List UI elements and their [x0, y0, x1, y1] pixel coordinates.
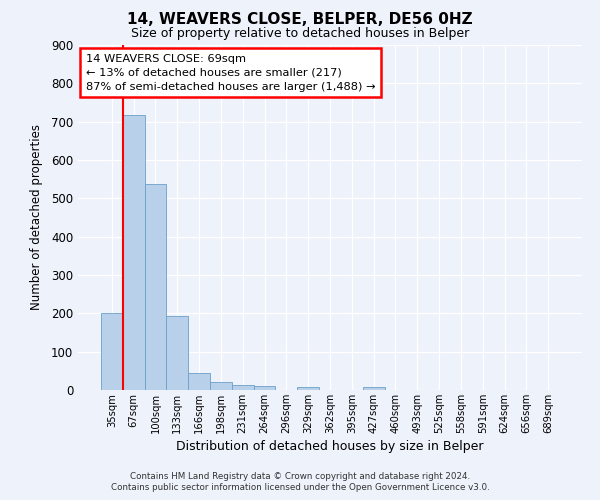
Bar: [297, 386, 319, 390]
Bar: [363, 387, 385, 390]
Bar: [123, 115, 145, 390]
Text: 14 WEAVERS CLOSE: 69sqm
← 13% of detached houses are smaller (217)
87% of semi-d: 14 WEAVERS CLOSE: 69sqm ← 13% of detache…: [86, 54, 375, 92]
Bar: [101, 314, 123, 390]
Bar: [188, 373, 210, 390]
Bar: [210, 382, 232, 390]
Text: Size of property relative to detached houses in Belper: Size of property relative to detached ho…: [131, 28, 469, 40]
Bar: [166, 316, 188, 390]
Y-axis label: Number of detached properties: Number of detached properties: [29, 124, 43, 310]
X-axis label: Distribution of detached houses by size in Belper: Distribution of detached houses by size …: [176, 440, 484, 453]
Text: Contains HM Land Registry data © Crown copyright and database right 2024.
Contai: Contains HM Land Registry data © Crown c…: [110, 472, 490, 492]
Bar: [145, 184, 166, 390]
Text: 14, WEAVERS CLOSE, BELPER, DE56 0HZ: 14, WEAVERS CLOSE, BELPER, DE56 0HZ: [127, 12, 473, 28]
Bar: [254, 386, 275, 390]
Bar: [232, 384, 254, 390]
